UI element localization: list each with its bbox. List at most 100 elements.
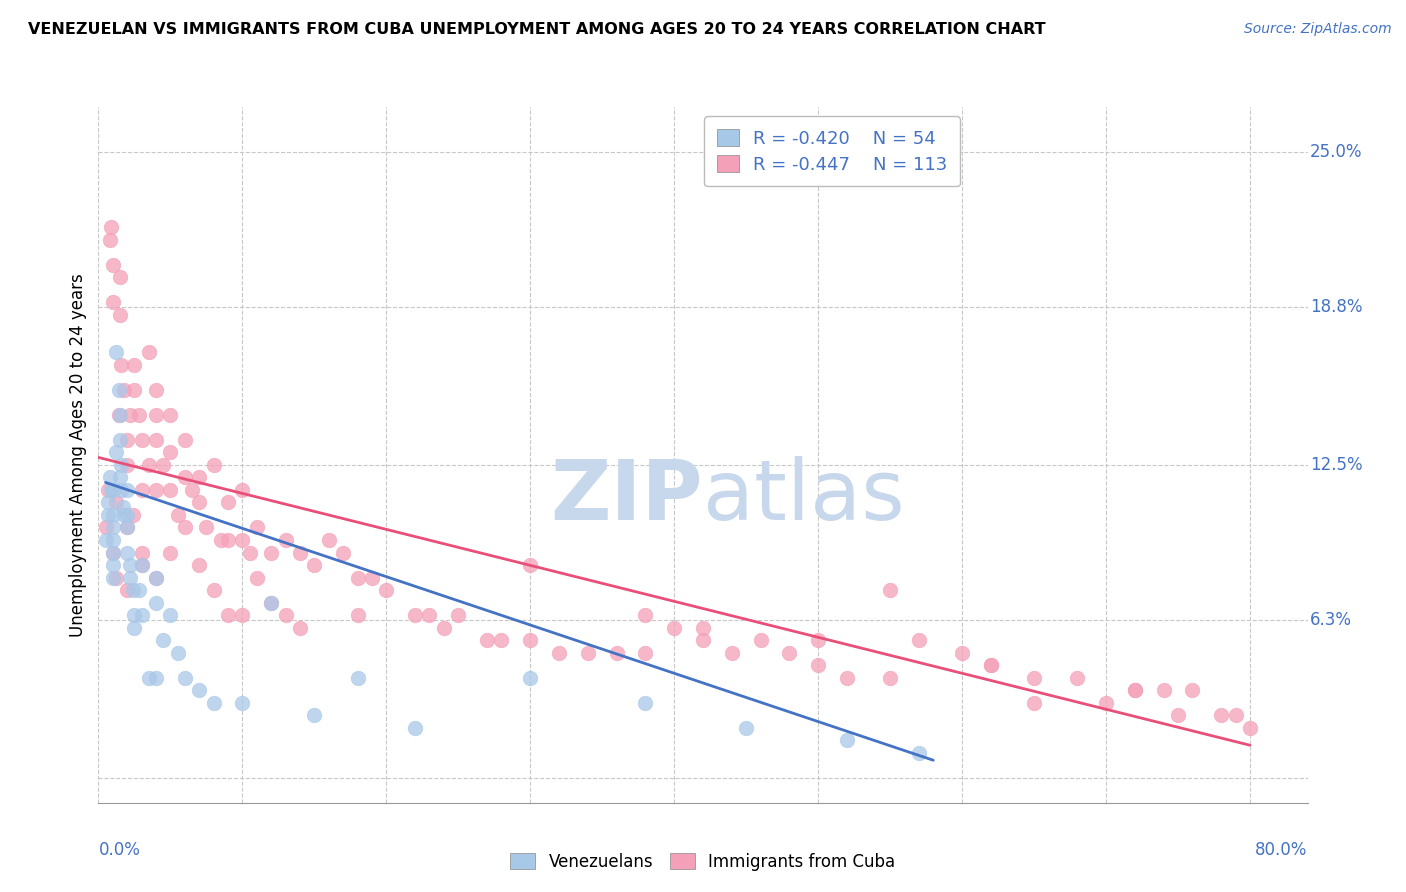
Point (131, 558, 153, 572)
Point (634, 696, 657, 710)
Point (239, 545, 262, 559)
Point (131, 433, 153, 447)
Point (112, 383, 135, 397)
Point (217, 608, 239, 623)
Point (209, 533, 232, 547)
Point (202, 696, 225, 710)
Point (101, 508, 124, 522)
Point (115, 458, 138, 472)
Point (519, 671, 541, 685)
Point (1181, 683, 1204, 698)
Point (1225, 708, 1247, 723)
Point (159, 408, 181, 422)
Point (173, 470, 195, 484)
Point (101, 295, 124, 310)
Point (166, 646, 188, 660)
Point (980, 658, 1002, 673)
Point (202, 583, 225, 598)
Point (274, 608, 297, 623)
Point (260, 596, 283, 610)
Point (720, 646, 742, 660)
Point (173, 520, 195, 534)
Point (519, 558, 541, 572)
Point (980, 658, 1002, 673)
Point (778, 646, 800, 660)
Point (346, 608, 368, 623)
Point (112, 508, 135, 522)
Point (107, 383, 129, 397)
Text: 0.0%: 0.0% (98, 841, 141, 859)
Point (318, 533, 340, 547)
Text: 12.5%: 12.5% (1310, 456, 1362, 474)
Point (346, 671, 368, 685)
Point (519, 633, 541, 648)
Point (128, 408, 150, 422)
Point (115, 508, 138, 522)
Point (115, 520, 138, 534)
Point (115, 433, 138, 447)
Text: ZIP: ZIP (551, 456, 703, 537)
Point (124, 358, 146, 372)
Text: atlas: atlas (703, 456, 904, 537)
Point (159, 608, 181, 623)
Point (346, 570, 368, 584)
Y-axis label: Unemployment Among Ages 20 to 24 years: Unemployment Among Ages 20 to 24 years (69, 273, 87, 637)
Point (576, 646, 599, 660)
Point (418, 608, 440, 623)
Point (188, 470, 211, 484)
Point (107, 408, 129, 422)
Point (100, 483, 122, 497)
Point (100, 220, 122, 235)
Point (260, 596, 283, 610)
Point (124, 621, 146, 635)
Point (807, 658, 830, 673)
Point (447, 608, 470, 623)
Point (1123, 683, 1146, 698)
Point (110, 358, 132, 372)
Point (131, 558, 153, 572)
Point (122, 508, 145, 522)
Point (159, 545, 181, 559)
Point (950, 646, 973, 660)
Point (692, 633, 714, 648)
Point (404, 721, 426, 735)
Point (145, 433, 167, 447)
Point (138, 458, 160, 472)
Point (128, 583, 150, 598)
Point (231, 533, 253, 547)
Point (94, 520, 117, 534)
Point (104, 445, 127, 459)
Point (835, 671, 858, 685)
Point (217, 495, 239, 509)
Point (908, 633, 931, 648)
Point (1211, 708, 1233, 723)
Point (1066, 671, 1088, 685)
Point (120, 570, 142, 584)
Point (108, 408, 131, 422)
Point (138, 671, 160, 685)
Text: Source: ZipAtlas.com: Source: ZipAtlas.com (1244, 22, 1392, 37)
Point (1095, 696, 1118, 710)
Point (173, 433, 195, 447)
Point (145, 671, 167, 685)
Point (101, 545, 124, 559)
Point (101, 258, 124, 272)
Point (159, 445, 181, 459)
Point (1153, 683, 1175, 698)
Point (1239, 721, 1261, 735)
Point (908, 746, 931, 760)
Point (97, 508, 120, 522)
Point (97, 483, 120, 497)
Point (1123, 683, 1146, 698)
Point (94, 533, 117, 547)
Point (692, 621, 714, 635)
Point (101, 483, 124, 497)
Point (145, 483, 167, 497)
Text: 80.0%: 80.0% (1256, 841, 1308, 859)
Point (375, 583, 398, 598)
Point (138, 345, 160, 359)
Text: VENEZUELAN VS IMMIGRANTS FROM CUBA UNEMPLOYMENT AMONG AGES 20 TO 24 YEARS CORREL: VENEZUELAN VS IMMIGRANTS FROM CUBA UNEMP… (28, 22, 1046, 37)
Point (104, 495, 127, 509)
Point (749, 633, 772, 648)
Text: 6.3%: 6.3% (1310, 611, 1353, 629)
